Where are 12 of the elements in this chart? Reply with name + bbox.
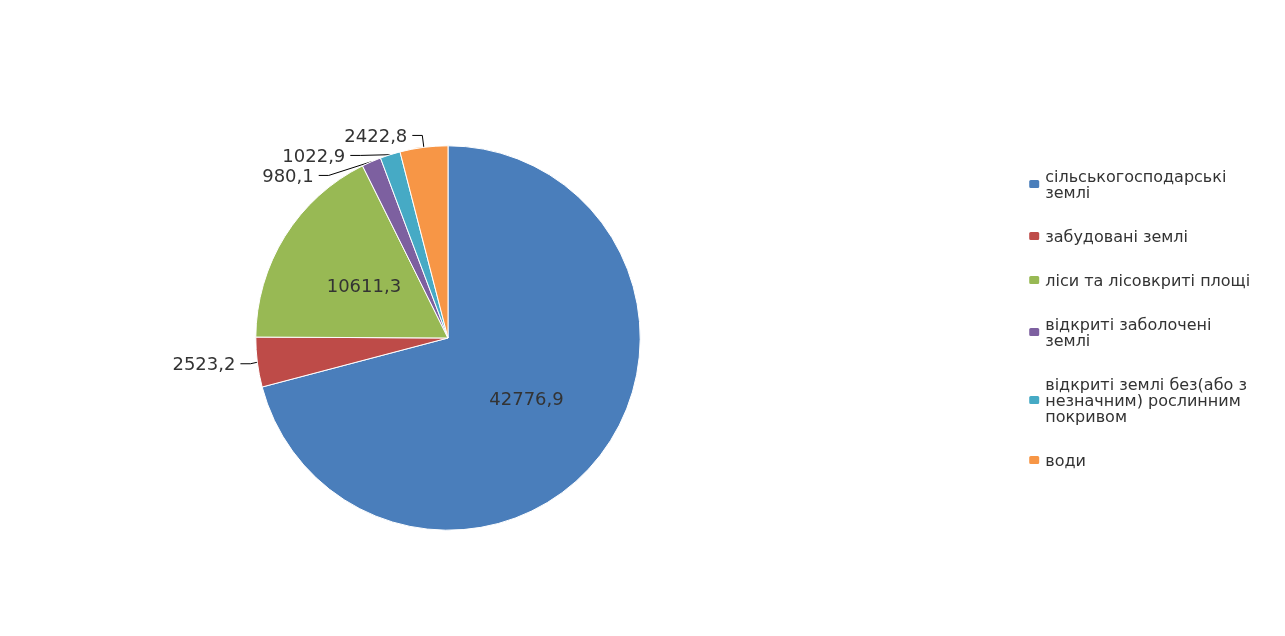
legend-label: відкриті заболочені землі <box>1045 314 1217 350</box>
data-label: 42776,9 <box>489 387 564 409</box>
legend-label: води <box>1045 450 1086 470</box>
data-label: 2523,2 <box>172 353 236 375</box>
data-label: 2422,8 <box>344 124 408 146</box>
legend-label: ліси та лісовкриті площі <box>1045 270 1251 290</box>
legend-label: відкриті землі без(або з незначним) рослинним покривом <box>1045 374 1253 426</box>
legend-label: забудовані землі <box>1045 226 1189 246</box>
data-label: 10611,3 <box>326 275 402 297</box>
legend-label: сільськогосподарські землі <box>1045 166 1232 202</box>
data-label: 980,1 <box>262 164 314 186</box>
data-label: 1022,9 <box>282 144 346 166</box>
